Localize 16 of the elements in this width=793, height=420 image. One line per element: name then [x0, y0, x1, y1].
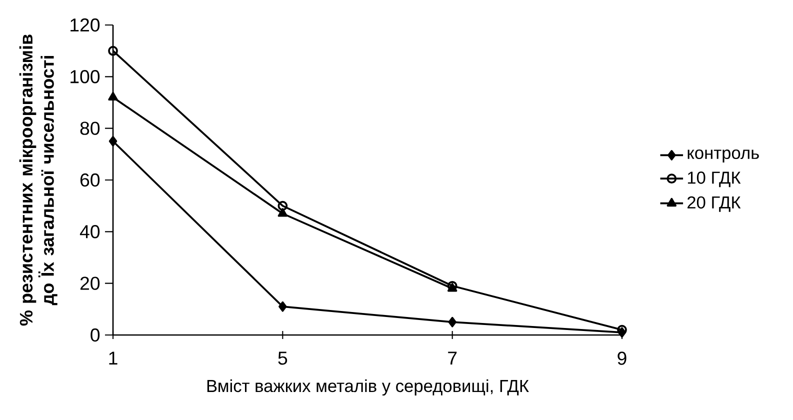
y-tick-label: 80: [80, 122, 100, 135]
legend-label: 20 ГДК: [688, 196, 741, 212]
legend-label: 10 ГДК: [688, 172, 741, 188]
legend-label: контроль: [688, 150, 759, 162]
x-tick-label: 7: [448, 352, 457, 365]
y-axis-title: % резистентних мікроорганізмів до Їх загальної чисельності: [19, 34, 58, 326]
y-tick-label: 0: [90, 328, 100, 342]
x-tick-label: 9: [618, 352, 626, 365]
y-tick-label: 100: [70, 70, 100, 84]
x-tick-label: 1: [109, 352, 118, 365]
x-tick-label: 5: [278, 352, 288, 365]
y-tick-label: 40: [80, 225, 100, 238]
x-axis-title: Вміст важких металів у середовищі, ГДК: [207, 379, 529, 396]
y-tick-label: 60: [80, 173, 100, 187]
y-tick-label: 20: [80, 276, 100, 290]
y-tick-label: 120: [70, 18, 100, 32]
